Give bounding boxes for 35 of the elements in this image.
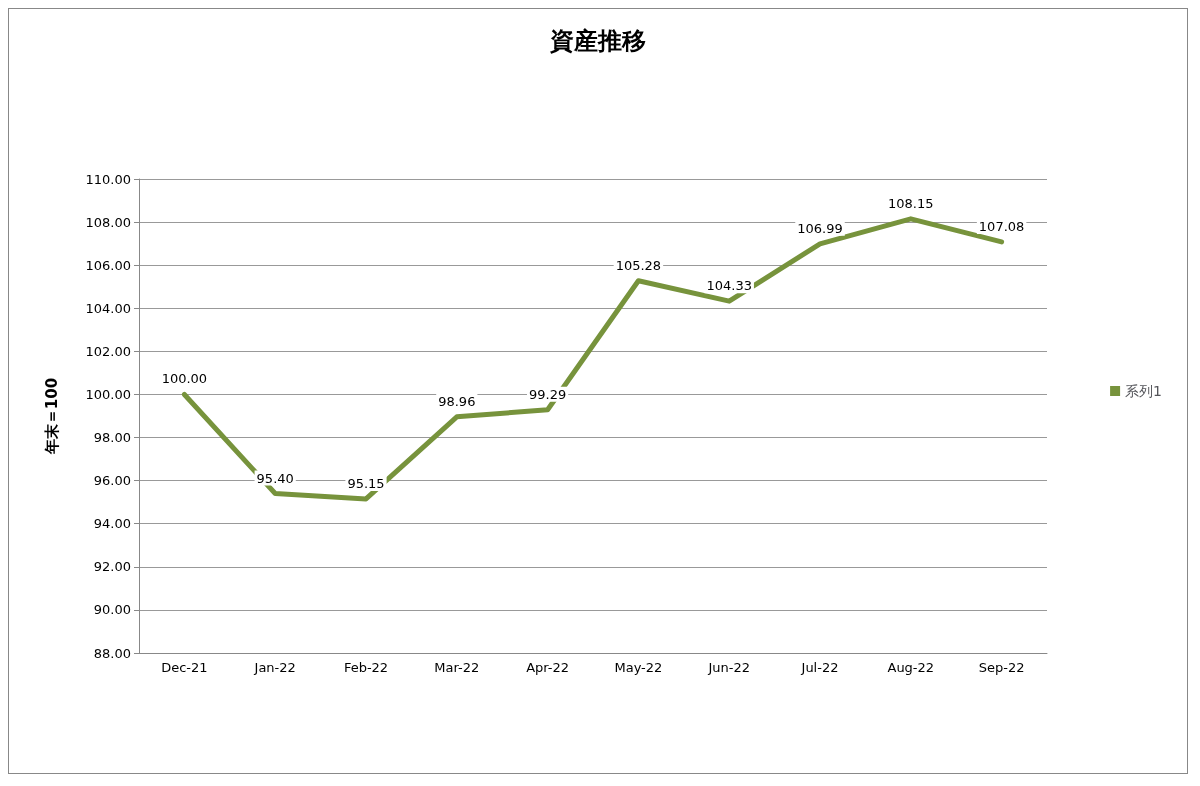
x-tick-label: May-22 [614, 660, 663, 675]
y-tick-label: 94.00 [93, 516, 131, 532]
data-label: 106.99 [797, 220, 843, 236]
x-tick-label: Mar-22 [434, 660, 480, 675]
data-label: 98.96 [438, 393, 476, 409]
x-tick-label: Aug-22 [887, 660, 935, 675]
x-tick-label: Apr-22 [526, 660, 570, 675]
y-axis-title: 年末＝100 [42, 377, 61, 456]
data-label: 105.28 [615, 257, 662, 273]
y-tick-label: 90.00 [93, 602, 131, 618]
data-label: 107.08 [978, 218, 1025, 234]
x-tick-label: Jul-22 [800, 660, 839, 675]
data-label: 99.29 [528, 386, 567, 402]
x-tick-label: Jan-22 [253, 660, 296, 675]
x-tick-label: Feb-22 [343, 660, 389, 675]
x-tick-label: Sep-22 [978, 660, 1025, 675]
y-tick-label: 88.00 [93, 645, 131, 661]
y-tick-label: 92.00 [93, 559, 131, 575]
y-tick-label: 102.00 [85, 343, 131, 359]
x-tick-label: Dec-21 [161, 660, 208, 675]
chart-title: 資産推移 [549, 27, 646, 55]
data-label: 108.15 [888, 195, 934, 211]
data-label: 100.00 [161, 371, 208, 387]
data-label: 95.40 [256, 470, 294, 486]
y-tick-label: 100.00 [85, 386, 131, 402]
y-tick-label: 110.00 [85, 171, 131, 187]
y-tick-label: 104.00 [85, 300, 131, 316]
y-tick-label: 96.00 [93, 473, 131, 489]
legend-label: 系列1 [1125, 383, 1163, 399]
y-tick-label: 108.00 [85, 214, 131, 230]
data-label: 95.15 [347, 475, 385, 491]
data-label: 104.33 [706, 278, 752, 294]
y-tick-label: 106.00 [85, 257, 131, 273]
y-tick-label: 98.00 [93, 430, 131, 446]
x-tick-label: Jun-22 [707, 660, 750, 675]
